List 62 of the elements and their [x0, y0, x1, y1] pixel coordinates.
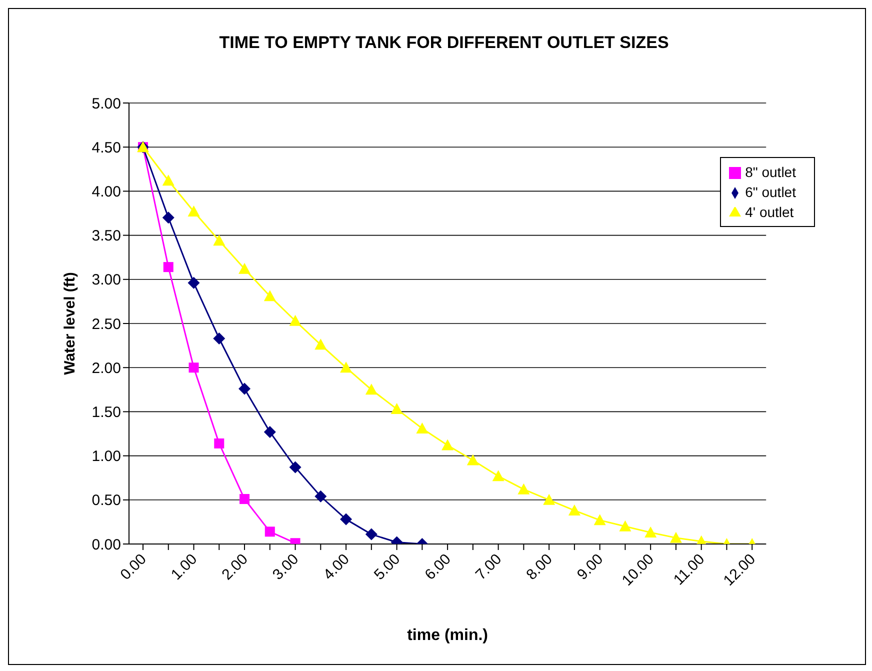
y-tick-label: 1.50 [92, 404, 121, 422]
y-tick-label: 5.00 [92, 95, 121, 112]
y-tick-label: 3.00 [92, 272, 121, 289]
point [162, 174, 174, 186]
point [568, 504, 580, 516]
point [188, 362, 199, 373]
point [416, 422, 428, 434]
point [213, 234, 226, 246]
x-axis-title: time (min.) [407, 627, 488, 644]
x-tick-label: 0.00 [117, 550, 150, 584]
point [238, 262, 251, 274]
x-tick-label: 5.00 [370, 550, 404, 584]
point [264, 526, 275, 537]
point [163, 262, 174, 272]
x-tick-label: 7.00 [472, 550, 506, 584]
legend-label: 8" outlet [745, 164, 796, 180]
x-tick-label: 4.00 [320, 550, 353, 584]
x-tick-label: 9.00 [574, 550, 607, 584]
point [289, 314, 302, 326]
legend-label: 6" outlet [745, 184, 796, 200]
point [238, 382, 251, 395]
x-tick-label: 1.00 [168, 550, 201, 584]
y-tick-label: 2.00 [92, 360, 121, 377]
x-tick-label: 2.00 [218, 550, 252, 584]
y-tick-label: 4.50 [92, 139, 121, 156]
x-tick-label: 6.00 [422, 550, 454, 584]
point [240, 494, 250, 504]
point [390, 403, 403, 414]
point [594, 514, 606, 526]
point [314, 338, 327, 350]
y-tick-label: 3.50 [92, 228, 121, 245]
y-tick-label: 4.00 [92, 184, 121, 201]
y-tick-label: 2.50 [92, 316, 121, 333]
point [518, 483, 530, 494]
point [365, 528, 378, 540]
point [162, 212, 174, 224]
point [466, 454, 479, 466]
y-axis-title: Water level (ft) [61, 272, 78, 375]
point [543, 494, 556, 505]
point [314, 490, 327, 502]
point [188, 205, 200, 216]
point [619, 520, 632, 532]
x-tick-label: 8.00 [523, 550, 556, 584]
point [340, 362, 352, 373]
y-tick-label: 0.00 [92, 536, 121, 554]
x-tick-label: 3.00 [269, 550, 302, 584]
y-tick-label: 1.00 [92, 448, 121, 466]
chart-title: TIME TO EMPTY TANK FOR DIFFERENT OUTLET SIZES [218, 33, 670, 53]
legend-label: 4' outlet [745, 204, 794, 220]
point [214, 438, 224, 448]
point [442, 439, 454, 450]
point [492, 470, 504, 482]
y-tick-label: 0.50 [92, 492, 121, 510]
point [365, 384, 378, 395]
point [644, 526, 657, 538]
point [670, 532, 682, 543]
point [188, 276, 200, 289]
point [213, 332, 226, 344]
point [264, 290, 276, 302]
point [289, 461, 302, 474]
point [340, 513, 352, 526]
point [264, 426, 276, 438]
